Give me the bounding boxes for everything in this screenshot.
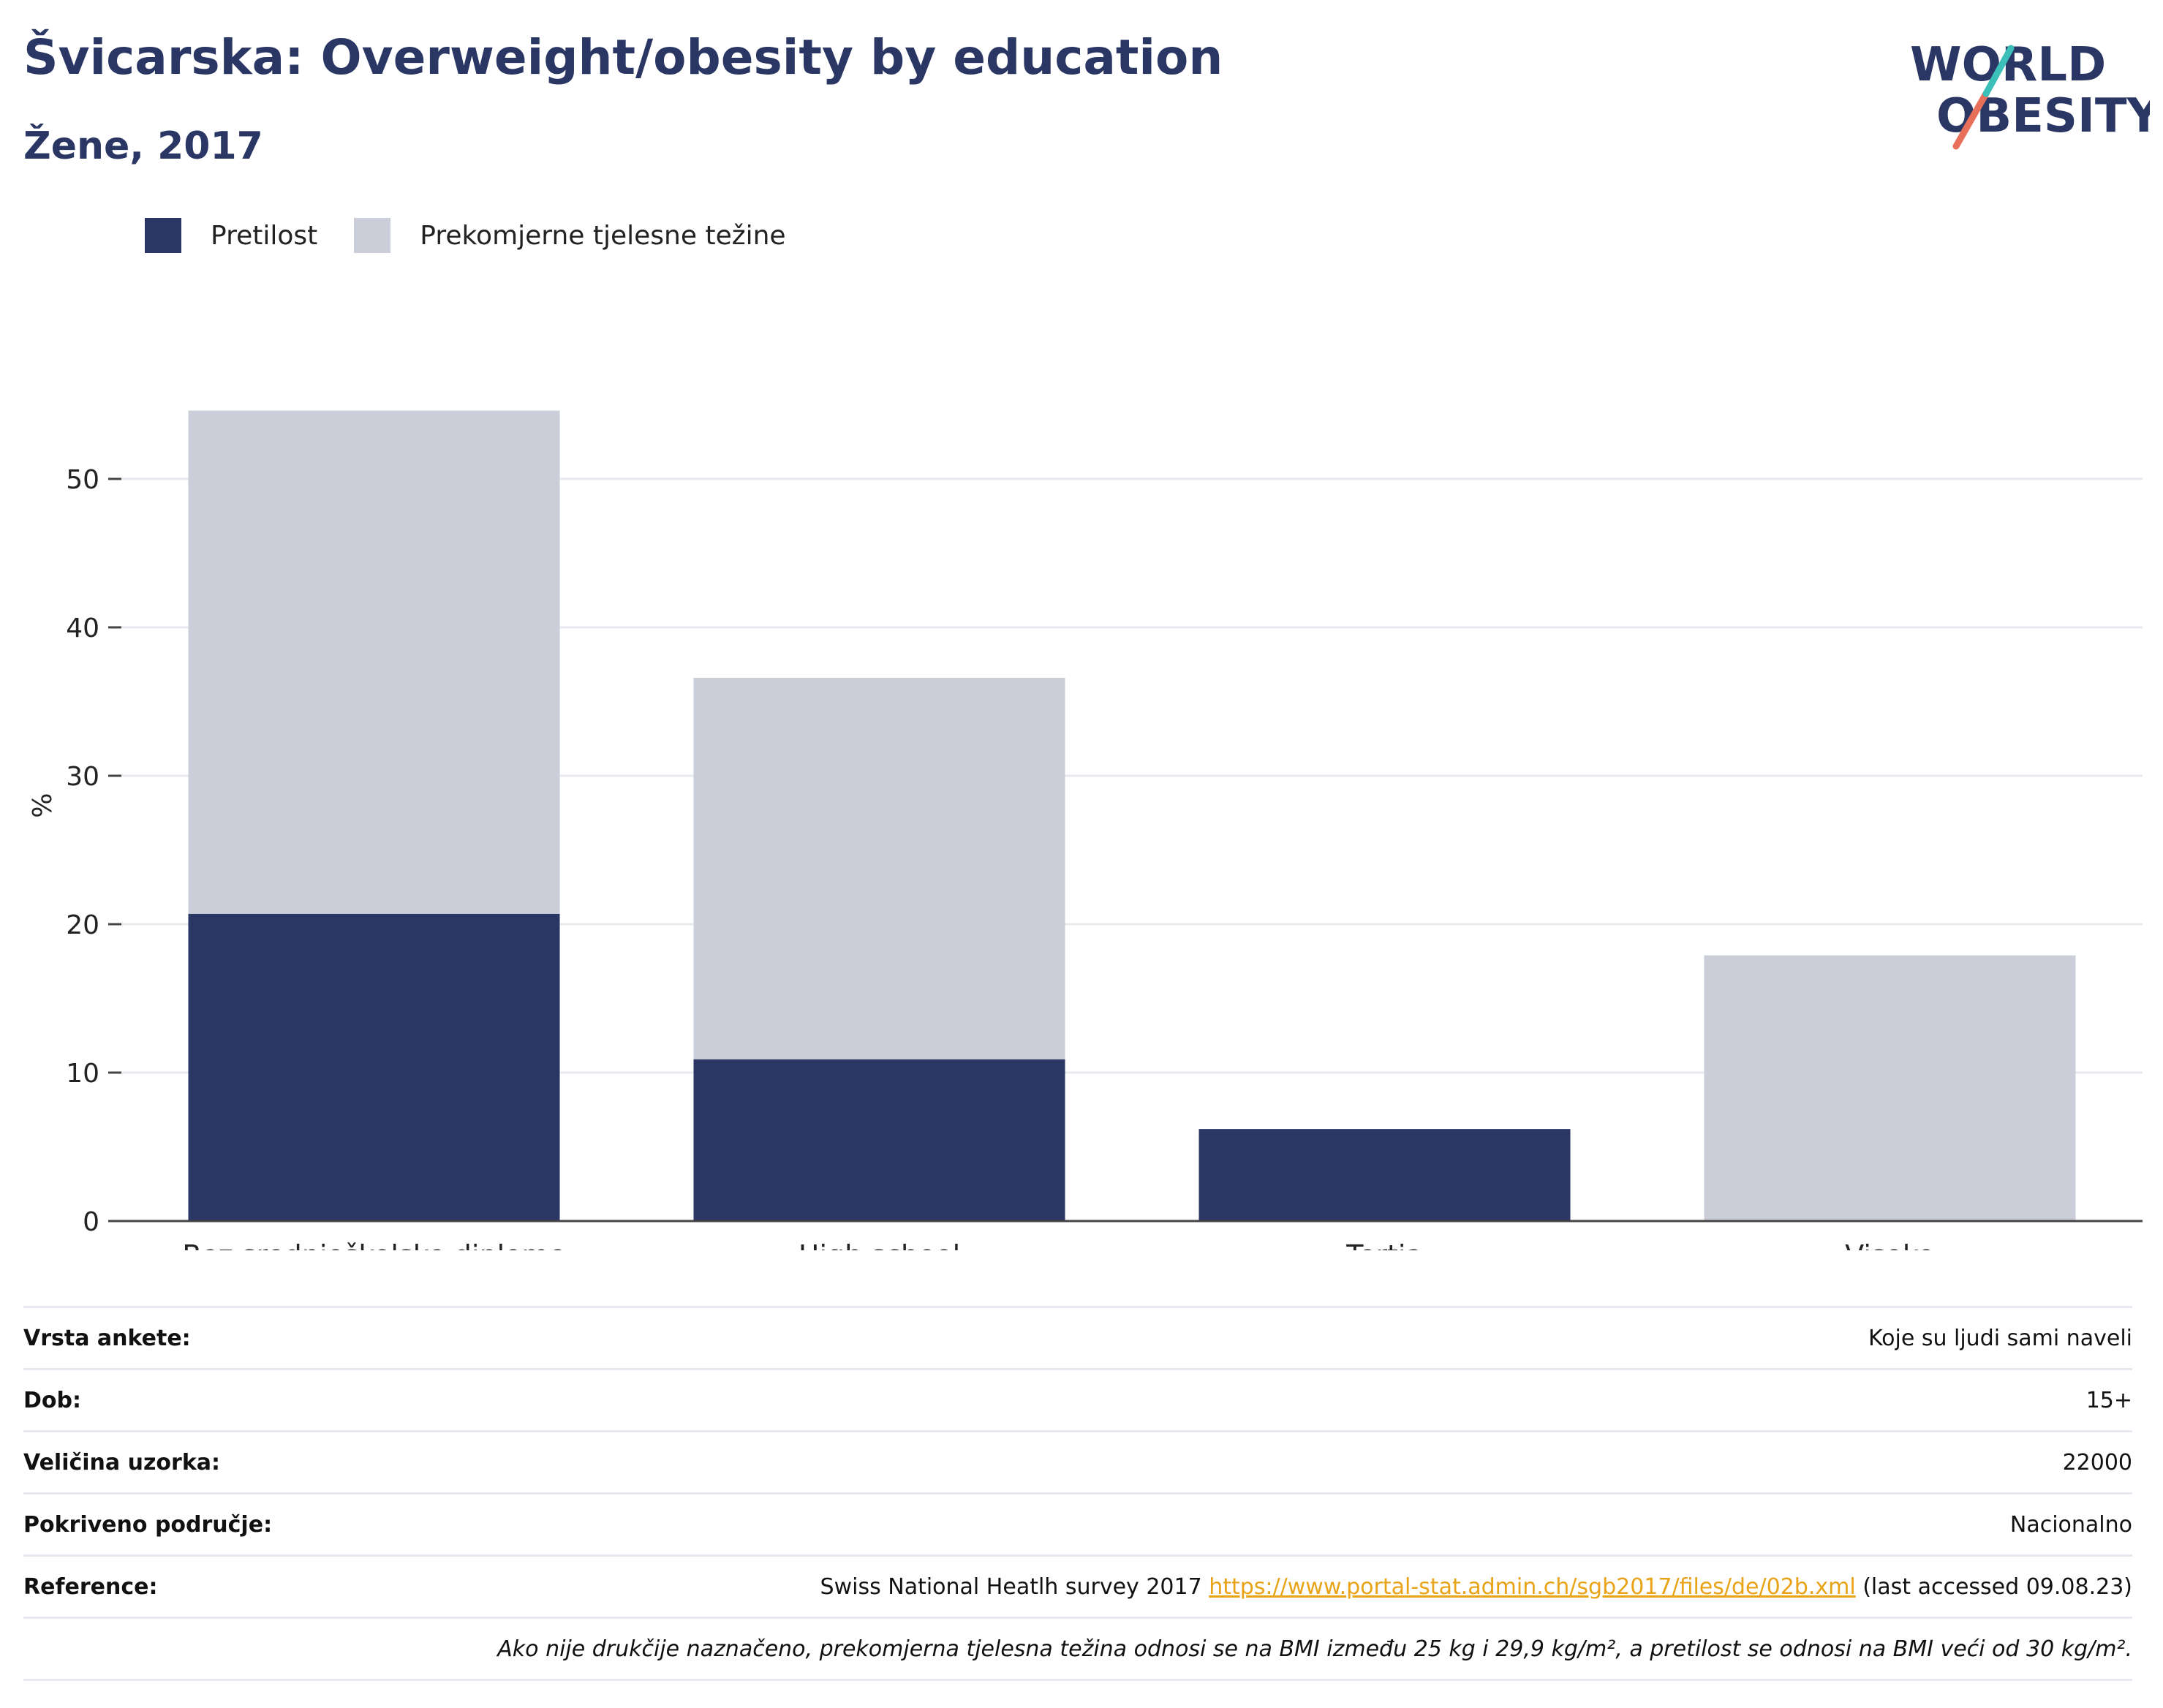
info-row-area-covered: Pokriveno područje: Nacionalno (23, 1492, 2132, 1554)
x-tick-label: Bez srednjoškolske diplome (182, 1239, 566, 1250)
reference-value: Swiss National Heatlh survey 2017 https:… (820, 1574, 2132, 1600)
x-tick-label: Tertia (1345, 1239, 1423, 1250)
info-row-reference: Reference: Swiss National Heatlh survey … (23, 1554, 2132, 1617)
y-tick-label: 20 (66, 910, 99, 940)
logo-line-2: OBESITY (1936, 89, 2150, 143)
reference-link[interactable]: https://www.portal-stat.admin.ch/sgb2017… (1209, 1573, 1856, 1600)
info-value: 15+ (2085, 1387, 2132, 1413)
y-tick-label: 40 (66, 613, 99, 643)
info-value: Koje su ljudi sami naveli (1868, 1325, 2132, 1351)
legend-label-obesity: Pretilost (211, 220, 318, 251)
info-table: Vrsta ankete: Koje su ljudi sami naveli … (23, 1306, 2132, 1681)
legend-swatch-obesity (145, 218, 181, 253)
y-axis-label: % (28, 793, 58, 817)
reference-accessed: (last accessed 09.08.23) (1855, 1573, 2132, 1600)
info-row-age: Dob: 15+ (23, 1368, 2132, 1430)
bar-obesity (188, 913, 560, 1221)
y-tick-label: 0 (83, 1207, 99, 1237)
bar-overweight (188, 410, 560, 914)
chart-subtitle: Žene, 2017 (23, 124, 263, 168)
logo-line-1: WORLD (1910, 38, 2106, 92)
world-obesity-logo: WORLD OBESITY (1910, 38, 2150, 150)
info-label: Dob: (23, 1387, 81, 1413)
info-label: Veličina uzorka: (23, 1449, 221, 1475)
bar-overweight (1704, 955, 2076, 1221)
legend-swatch-overweight (354, 218, 391, 253)
definition-note: Ako nije drukčije naznačeno, prekomjerna… (23, 1617, 2132, 1681)
info-value: Nacionalno (2009, 1511, 2132, 1538)
bar-obesity (1198, 1129, 1571, 1221)
y-tick-label: 50 (66, 465, 99, 495)
y-tick-label: 30 (66, 762, 99, 792)
chart-legend: Pretilost Prekomjerne tjelesne težine (145, 216, 823, 254)
x-tick-label: Visoko (1845, 1239, 1935, 1250)
bar-obesity (693, 1059, 1065, 1221)
bar-chart: 0 10 20 30 40 50% Bez srednjoškolske diplome Hi… (28, 410, 2143, 1250)
info-label: Pokriveno područje: (23, 1511, 273, 1538)
x-tick-label: High school (799, 1239, 960, 1250)
reference-text: Swiss National Heatlh survey 2017 (820, 1573, 1209, 1600)
y-tick-label: 10 (66, 1059, 99, 1089)
info-row-survey-type: Vrsta ankete: Koje su ljudi sami naveli (23, 1306, 2132, 1368)
info-label: Reference: (23, 1573, 158, 1600)
info-row-sample-size: Veličina uzorka: 22000 (23, 1430, 2132, 1492)
legend-label-overweight: Prekomjerne tjelesne težine (420, 220, 786, 251)
info-value: 22000 (2062, 1449, 2132, 1475)
chart-title: Švicarska: Overweight/obesity by educati… (23, 29, 1223, 86)
legend-item-obesity[interactable]: Pretilost (145, 218, 317, 253)
info-label: Vrsta ankete: (23, 1325, 191, 1351)
bar-overweight (693, 678, 1065, 1059)
legend-item-overweight[interactable]: Prekomjerne tjelesne težine (354, 218, 786, 253)
